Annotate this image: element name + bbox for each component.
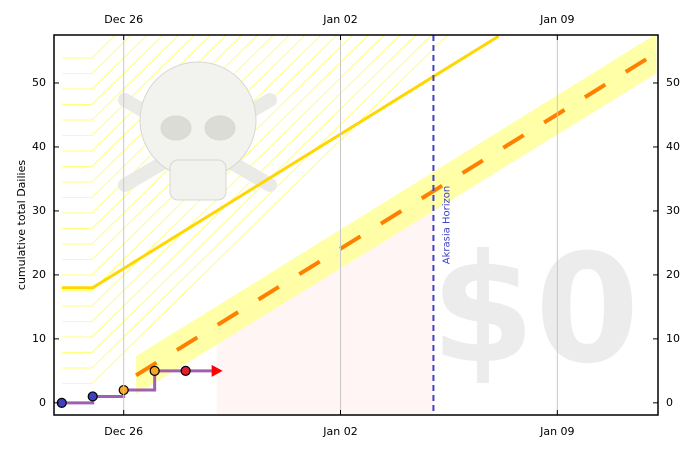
y-tick-label: 0 [39,396,46,409]
arrow-head [211,364,223,377]
x-tick-label: Jan 09 [539,425,574,438]
plot: $0 [56,35,658,415]
plot-frame [53,34,659,416]
y2-tick-label: 10 [666,332,680,345]
decor-line [62,35,385,322]
decor-line [62,35,116,59]
y-tick-label: 20 [32,268,46,281]
decor-line [62,35,369,307]
skull [118,61,277,201]
x-tick-label-top: Jan 02 [322,13,357,26]
decor-line [62,35,401,338]
y2-tick-label: 40 [666,140,680,153]
y2-tick-label: 20 [666,268,680,281]
decor-line [62,35,148,90]
watermark: $0 [431,223,640,397]
data-point [87,391,98,402]
decor-line [62,35,164,105]
pink-region [216,191,434,415]
y-tick-label: 10 [32,332,46,345]
skull-eye [204,115,236,141]
decor-line [62,35,132,74]
skull-eye [160,115,192,141]
y-axis-label: cumulative total Dailies [15,160,28,290]
decor-line [62,35,417,353]
x-tick-label-top: Jan 09 [539,13,574,26]
horizon-label: Akrasia Horizon [441,186,452,264]
decor-line [62,35,180,121]
x-tick-label-top: Dec 26 [104,13,143,26]
y-tick-label: 50 [32,76,46,89]
decor-line [62,35,433,369]
death-line [61,35,500,290]
decor-line [62,35,195,136]
y-tick-label: 40 [32,140,46,153]
y2-tick-label: 0 [666,396,673,409]
decor-line [62,35,353,291]
decor-line [62,35,448,384]
skull-jaw [169,159,227,201]
y2-tick-label: 50 [666,76,680,89]
road-line [135,51,658,378]
x-tick-label: Jan 02 [322,425,357,438]
data-point [180,365,191,376]
y2-tick-label: 30 [666,204,680,217]
data-point [149,365,160,376]
x-tick-label: Dec 26 [104,425,143,438]
y-tick-label: 30 [32,204,46,217]
